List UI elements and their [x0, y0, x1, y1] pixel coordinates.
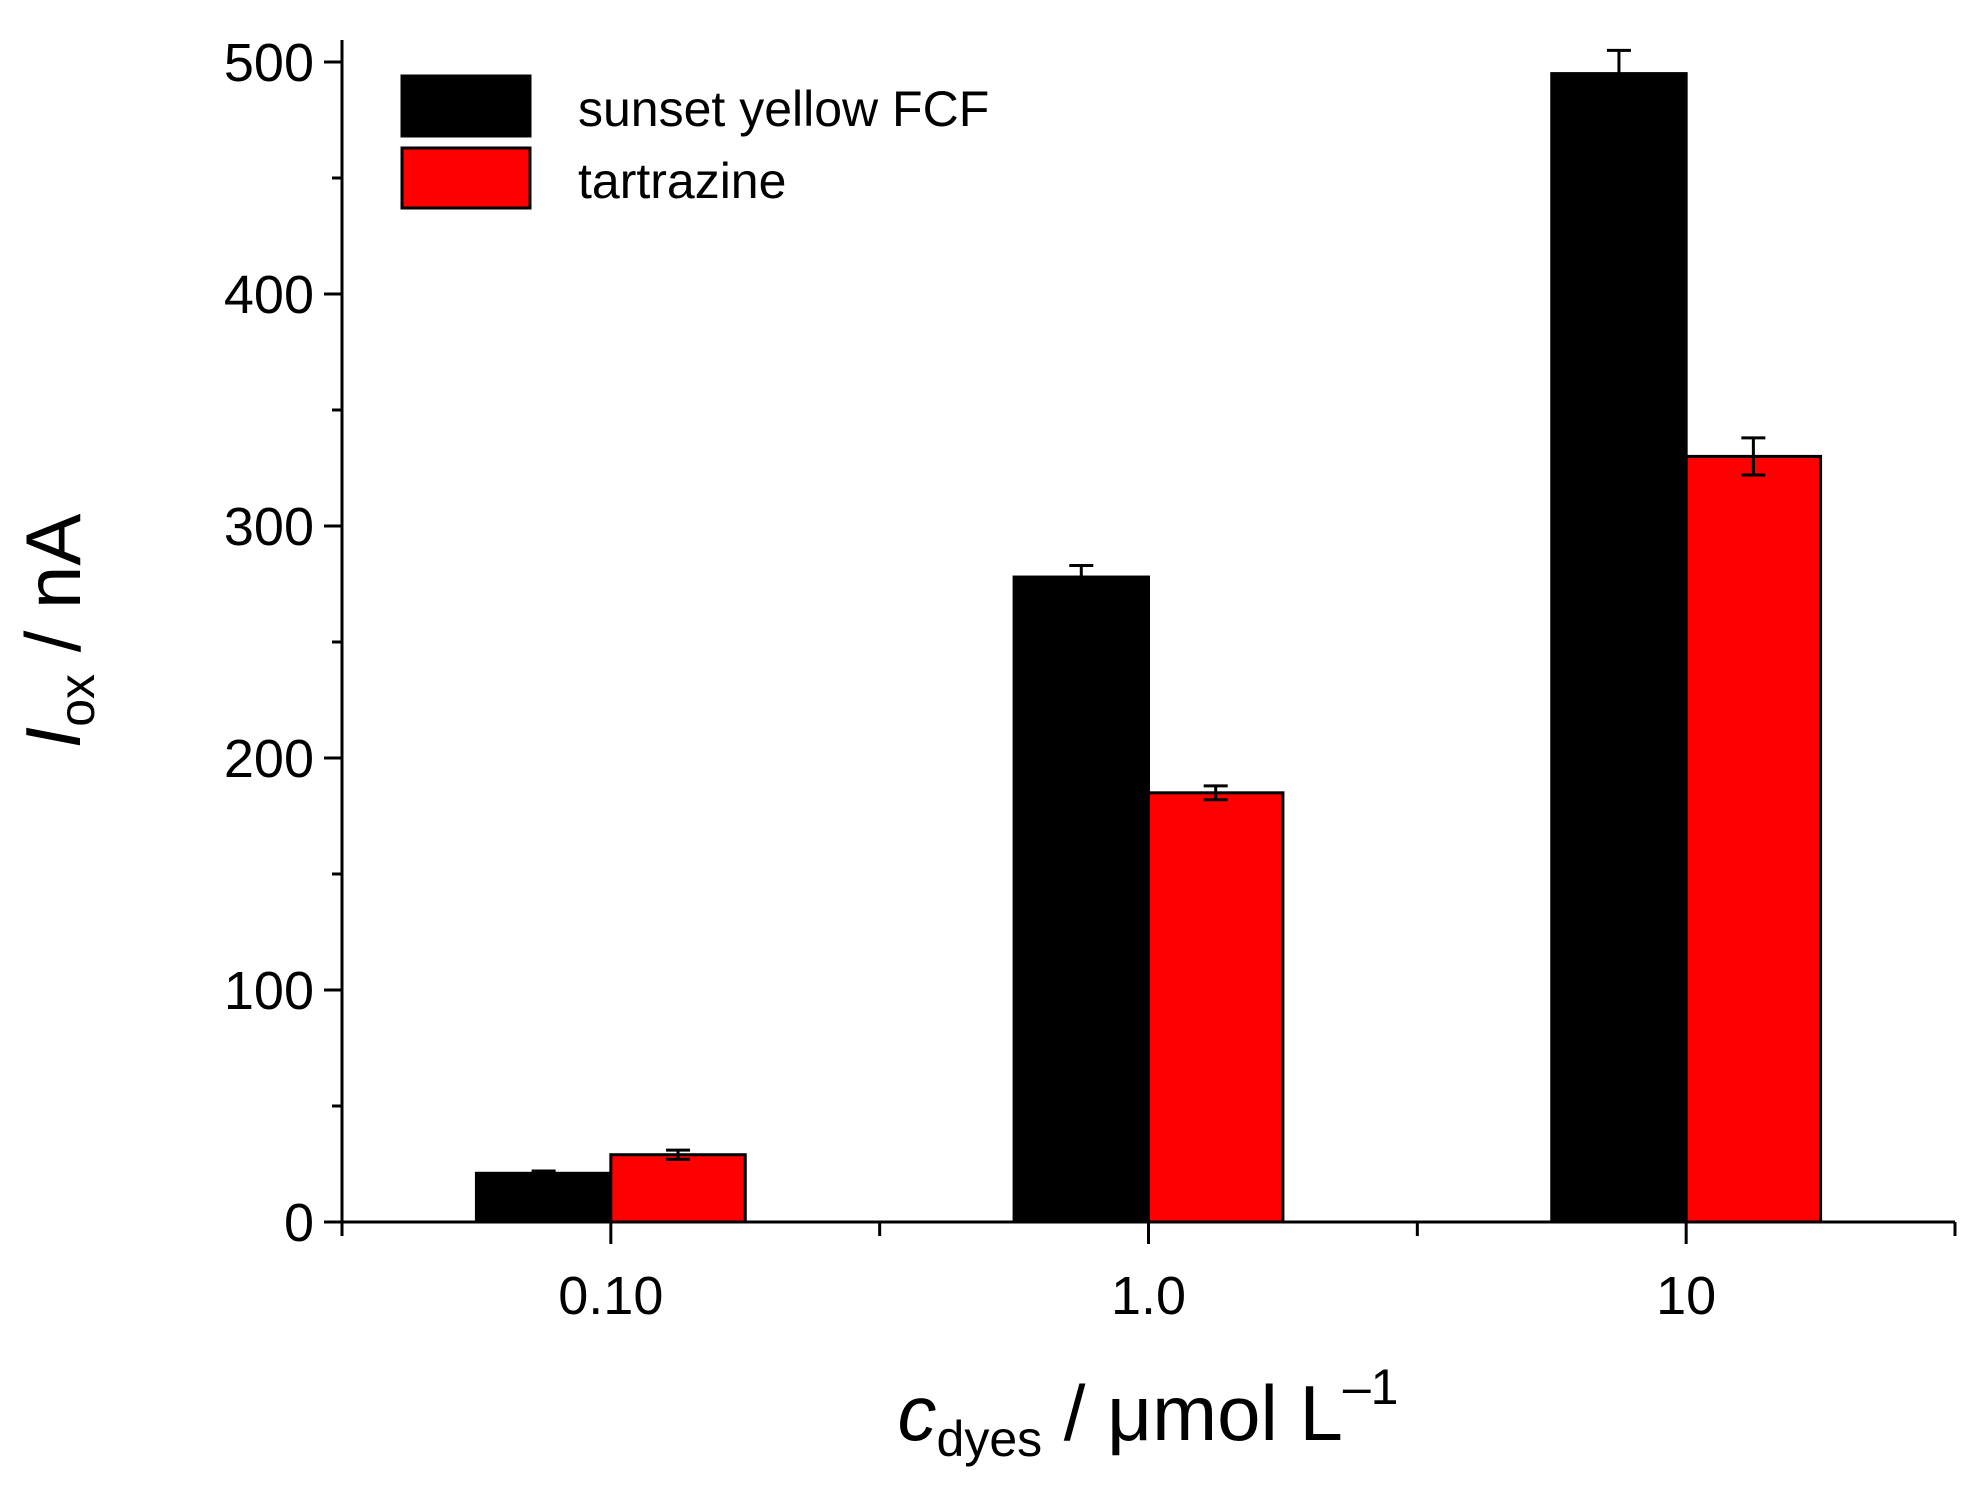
legend-swatch-tartrazine [400, 146, 532, 210]
y-axis-title-sub: ox [49, 674, 105, 727]
bar-tartrazine-1 [1147, 791, 1285, 1224]
y-axis-title-rest: / nA [9, 514, 97, 674]
legend: sunset yellow FCF tartrazine [400, 74, 989, 210]
y-tick-label: 0 [284, 1193, 314, 1253]
y-tick-label: 100 [224, 961, 314, 1021]
bar-sunset-yellow-1 [1012, 575, 1150, 1224]
x-tick-label: 10 [1656, 1266, 1716, 1326]
legend-label-sunset-yellow: sunset yellow FCF [578, 81, 989, 137]
y-axis-title-main: I [9, 727, 97, 749]
bars [474, 72, 1823, 1224]
x-ticks: 0.10 1.0 10 [340, 1222, 1957, 1326]
legend-swatch-sunset-yellow [400, 74, 532, 138]
x-tick-label: 0.10 [558, 1266, 663, 1326]
y-tick-label: 400 [224, 265, 314, 325]
legend-label-tartrazine: tartrazine [578, 153, 786, 209]
y-tick-label: 300 [224, 497, 314, 557]
bar-tartrazine-0 [609, 1153, 747, 1224]
y-ticks: 0 100 200 300 400 500 [224, 33, 342, 1253]
x-axis-title-sup: –1 [1343, 1359, 1399, 1415]
bar-sunset-yellow-0 [474, 1171, 613, 1224]
y-tick-label: 500 [224, 33, 314, 93]
x-axis-title-sub: dyes [937, 1411, 1043, 1467]
x-tick-label: 1.0 [1111, 1266, 1186, 1326]
x-axis-title-main: c [898, 1369, 937, 1457]
bar-sunset-yellow-2 [1550, 72, 1688, 1224]
x-axis-title: cdyes / μmol L–1 [898, 1359, 1399, 1467]
error-bars [531, 48, 1766, 1178]
bar-tartrazine-2 [1684, 454, 1823, 1224]
y-tick-label: 200 [224, 729, 314, 789]
x-axis-title-rest: / μmol L [1042, 1369, 1343, 1457]
y-axis-title: Iox / nA [9, 514, 105, 749]
